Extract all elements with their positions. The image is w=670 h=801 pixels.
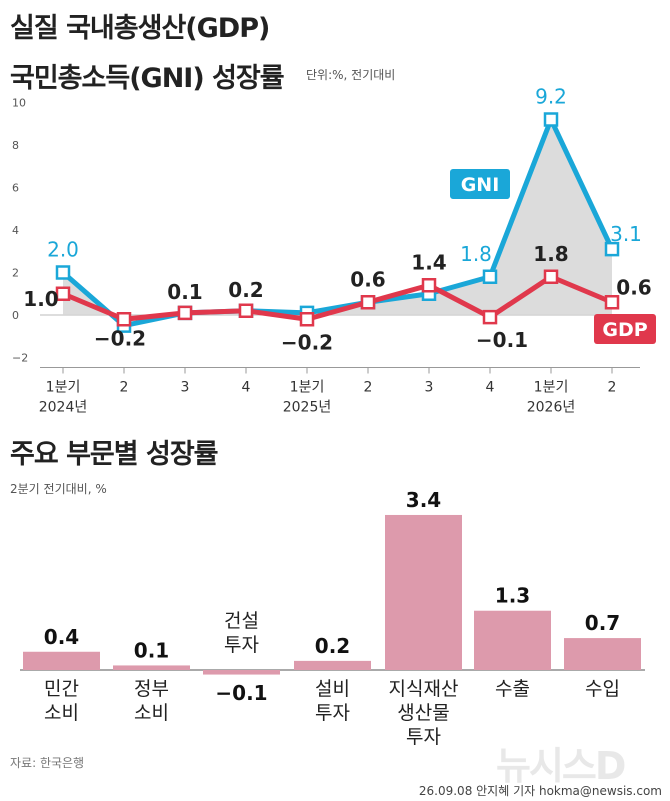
x-year-label: 2024년	[39, 400, 88, 416]
bar-category-label: 투자	[224, 634, 259, 656]
gni-point	[55, 265, 71, 280]
bar-value-label: 1.3	[495, 584, 530, 608]
gdp-data-label: 1.0	[23, 287, 58, 311]
x-tick-label: 2	[120, 380, 129, 396]
bar-value-label: 0.4	[44, 625, 79, 649]
section-unit: 2분기 전기대비, %	[10, 482, 107, 496]
bar	[385, 514, 462, 670]
gdp-point	[55, 286, 71, 301]
y-tick-label: 0	[12, 309, 19, 322]
gni-data-label: 1.8	[460, 242, 492, 266]
bar-value-label: 3.4	[406, 488, 441, 512]
y-tick-label: 4	[12, 224, 19, 237]
newsis-logo: 뉴시스D	[496, 744, 626, 788]
bar-category-label: 소비	[134, 702, 169, 724]
bar-category-label: 지식재산	[389, 678, 459, 700]
gni-point	[604, 241, 620, 257]
chart-unit: 단위:%, 전기대비	[306, 68, 396, 82]
gdp-data-label: 0.1	[167, 280, 202, 304]
gdp-legend-label: GDP	[602, 319, 647, 341]
bar-category-label: 설비	[315, 678, 350, 700]
y-tick-label: 10	[12, 97, 26, 110]
gni-data-label: 3.1	[610, 222, 642, 246]
bar-category-label: 투자	[315, 702, 350, 724]
gdp-data-label: −0.2	[94, 326, 146, 350]
bar-category-label: 건설	[224, 610, 259, 632]
x-year-label: 2025년	[283, 400, 332, 416]
gdp-data-label: 0.6	[616, 275, 651, 299]
section-title: 주요 부문별 성장률	[10, 439, 219, 470]
gdp-point	[482, 309, 498, 325]
bar-value-label: 0.1	[134, 638, 169, 662]
gni-data-label: 9.2	[535, 85, 567, 109]
gdp-data-label: −0.1	[476, 328, 528, 352]
gdp-point	[299, 312, 315, 327]
gdp-series-line	[62, 274, 613, 322]
bar	[294, 660, 371, 670]
x-year-label: 2026년	[527, 400, 576, 416]
bar-category-label: 생산물	[397, 702, 449, 724]
gni-area-fill	[63, 119, 612, 326]
bar	[113, 665, 190, 670]
x-tick-label: 1분기	[46, 380, 81, 396]
y-tick-label: 2	[12, 267, 19, 280]
bar-category-label: 정부	[134, 678, 169, 700]
bar	[23, 651, 100, 670]
bar	[564, 638, 641, 670]
bar-category-label: 민간	[44, 678, 79, 700]
bar-value-label: 0.2	[315, 634, 350, 658]
x-tick-label: 4	[486, 380, 495, 396]
gni-legend-badge	[450, 169, 510, 199]
gdp-data-label: −0.2	[281, 330, 333, 354]
bar-category-label: 수입	[585, 678, 620, 700]
gdp-data-label: 0.2	[228, 278, 263, 302]
gni-data-label: 2.0	[47, 238, 79, 262]
gdp-point	[238, 303, 254, 318]
gni-legend-label: GNI	[461, 174, 500, 196]
gdp-point	[543, 269, 559, 284]
y-tick-label: 8	[12, 139, 19, 152]
source-note: 자료: 한국은행	[10, 756, 85, 770]
gni-point	[482, 269, 498, 284]
credit-line: 26.09.08 안지혜 기자 hokma@newsis.com	[418, 784, 662, 798]
gdp-point	[421, 278, 437, 293]
gdp-point	[604, 295, 620, 310]
bar-category-label: 소비	[44, 702, 79, 724]
bar-value-label: 0.7	[585, 611, 620, 635]
y-tick-label: −2	[12, 352, 28, 365]
gdp-point	[116, 312, 132, 327]
bar	[203, 670, 280, 675]
x-tick-label: 1분기	[534, 380, 569, 396]
x-tick-label: 2	[364, 380, 373, 396]
gni-point	[543, 112, 559, 127]
gdp-data-label: 1.4	[411, 250, 446, 274]
gdp-legend-badge	[594, 314, 656, 344]
y-tick-label: 6	[12, 182, 19, 195]
gdp-point	[360, 295, 376, 310]
bar	[474, 610, 551, 670]
gdp-data-label: 0.6	[350, 267, 385, 291]
x-tick-label: 1분기	[290, 380, 325, 396]
x-tick-label: 3	[425, 380, 434, 396]
x-tick-label: 3	[181, 380, 190, 396]
gni-series-line	[61, 117, 615, 329]
gdp-data-label: 1.8	[533, 242, 568, 266]
gdp-point	[177, 305, 193, 321]
chart-title-line1: 실질 국내총생산(GDP)	[10, 13, 270, 44]
bar-category-label: 수출	[495, 678, 530, 700]
x-tick-label: 2	[608, 380, 617, 396]
x-tick-label: 4	[242, 380, 251, 396]
chart-title-line2: 국민총소득(GNI) 성장률	[10, 63, 285, 94]
bar-value-label: −0.1	[215, 681, 267, 705]
bar-category-label: 투자	[406, 726, 441, 748]
